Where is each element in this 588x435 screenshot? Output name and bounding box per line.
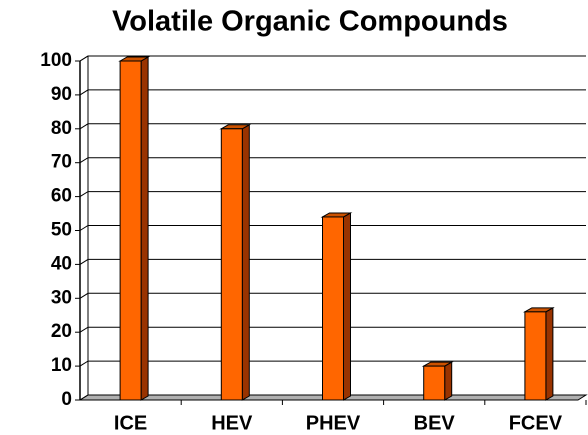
x-tick-label: HEV (211, 412, 253, 434)
bar-side (343, 212, 351, 401)
y-tick-label: 30 (51, 287, 72, 308)
bar-side (241, 123, 250, 401)
y-tick-label: 60 (51, 186, 72, 207)
grid-line (79, 89, 586, 96)
bar (524, 311, 547, 401)
y-tick-label: 40 (51, 253, 72, 274)
grid-line (79, 258, 586, 265)
bar (119, 60, 142, 401)
grid-line (79, 326, 586, 333)
y-tick-label: 50 (51, 220, 72, 241)
grid-line (79, 157, 586, 164)
bar (322, 216, 344, 401)
grid-line (79, 191, 586, 198)
bar-side (545, 306, 554, 401)
chart-title: Volatile Organic Compounds (112, 6, 508, 38)
grid-line (79, 394, 586, 401)
grid-line (79, 360, 586, 367)
y-tick-label: 10 (51, 355, 72, 376)
x-tick-label: ICE (114, 412, 147, 434)
y-tick-label: 70 (51, 152, 72, 173)
grid-line (79, 292, 586, 299)
y-tick-label: 90 (51, 84, 72, 105)
grid-line (79, 225, 586, 231)
grid-line (79, 55, 586, 62)
bar (423, 365, 446, 401)
x-tick-label: PHEV (306, 412, 361, 434)
y-tick-label: 80 (51, 118, 72, 139)
grid-line (79, 123, 586, 130)
y-tick-label: 0 (61, 389, 72, 410)
y-tick-label: 100 (40, 50, 72, 71)
x-tick-label: FCEV (509, 412, 563, 434)
bar (220, 128, 243, 401)
x-tick-label: BEV (414, 412, 456, 434)
bar-side (140, 56, 149, 401)
y-tick-label: 20 (51, 321, 72, 342)
bar-side (444, 361, 453, 401)
